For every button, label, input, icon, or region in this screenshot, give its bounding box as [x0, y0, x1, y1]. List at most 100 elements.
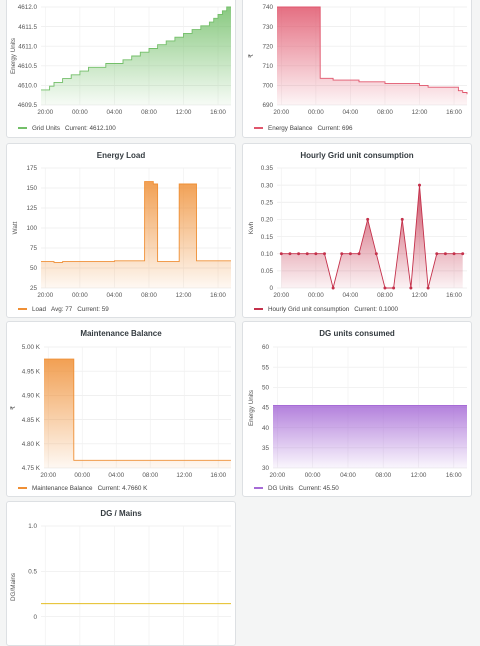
x-tick-label: 04:00 [107, 292, 123, 299]
y-tick-label: 0.25 [261, 199, 274, 206]
x-tick-label: 04:00 [343, 109, 359, 116]
x-tick-label: 04:00 [340, 472, 356, 479]
x-tick-label: 20:00 [37, 292, 53, 299]
y-tick-label: 0.30 [261, 182, 274, 189]
legend-current-label: Current: [298, 485, 322, 492]
x-tick-label: 00:00 [308, 292, 324, 299]
y-tick-label: 45 [262, 405, 270, 412]
legend-series-name: Energy Balance [268, 125, 313, 132]
series-line [281, 185, 463, 289]
data-point [366, 217, 370, 221]
y-tick-label: 740 [262, 4, 273, 11]
y-tick-label: 0.35 [261, 165, 274, 172]
y-tick-label: 0.10 [261, 251, 274, 258]
x-tick-label: 16:00 [446, 109, 462, 116]
x-tick-label: 04:00 [343, 292, 359, 299]
data-point [348, 252, 352, 256]
series-area [277, 7, 467, 105]
grid-units-legend[interactable]: Grid Units Current: 4612.100 [18, 125, 116, 132]
y-tick-label: 1.0 [28, 523, 37, 530]
energy-balance-chart: 690 700 710 720 730 740 20:00 00:00 04:00 08:00 12… [248, 4, 468, 116]
hourly-grid-consumption-chart: 0 0.05 0.10 0.15 0.20 0.25 0.30 0.35 20:00 00:00 0… [248, 165, 467, 299]
series-line [41, 6, 231, 91]
x-tick-label: 08:00 [141, 292, 157, 299]
y-tick-label: 60 [262, 344, 270, 351]
hourly-grid-consumption-panel: Hourly Grid unit consumption 0 0.05 0.10 0.… [242, 143, 472, 318]
hourly-grid-legend[interactable]: Hourly Grid unit consumption Current: 0.1… [254, 306, 398, 313]
data-point [426, 286, 430, 290]
data-point [279, 252, 283, 256]
x-tick-label: 16:00 [210, 292, 226, 299]
energy-balance-panel: 690 700 710 720 730 740 20:00 00:00 04:00 08:00 12… [242, 0, 472, 138]
panel-title[interactable]: DG / Mains [100, 509, 142, 518]
energy-load-legend[interactable]: Load Avg: 77 Current: 59 [18, 306, 109, 313]
y-tick-label: 700 [262, 83, 273, 90]
x-tick-label: 20:00 [40, 472, 56, 479]
x-tick-label: 12:00 [176, 109, 192, 116]
y-tick-label: 730 [262, 24, 273, 31]
x-tick-label: 08:00 [141, 109, 157, 116]
y-axis-label: Energy Units [10, 38, 17, 74]
x-tick-label: 00:00 [72, 109, 88, 116]
data-point [392, 286, 396, 290]
panel-title[interactable]: Energy Load [96, 151, 146, 160]
legend-avg-value: 77 [65, 306, 73, 313]
y-tick-label: 125 [26, 205, 37, 212]
y-tick-label: 35 [262, 445, 270, 452]
y-tick-label: 5.00 K [22, 344, 41, 351]
x-tick-label: 00:00 [74, 472, 90, 479]
x-tick-label: 16:00 [210, 109, 226, 116]
legend-series-name: Maintenance Balance [32, 485, 93, 492]
data-point [435, 252, 439, 256]
legend-swatch [18, 487, 27, 490]
y-tick-label: 4.75 K [22, 465, 41, 472]
panel-title[interactable]: Maintenance Balance [80, 329, 162, 338]
y-tick-label: 4.85 K [22, 417, 41, 424]
data-point [357, 252, 361, 256]
energy-balance-legend[interactable]: Energy Balance Current: 696 [254, 125, 352, 132]
x-tick-label: 16:00 [446, 292, 462, 299]
y-tick-label: 4.80 K [22, 441, 41, 448]
legend-swatch [254, 127, 263, 130]
data-point [323, 252, 326, 256]
dg-units-chart: 30 35 40 45 50 55 60 20:00 00:00 04:00 08:00 12:00 1… [248, 344, 467, 479]
y-tick-label: 40 [262, 425, 270, 432]
maintenance-balance-panel: Maintenance Balance 4.75 K 4.80 K 4.85 K 4.… [6, 321, 236, 497]
y-axis-label: ₹ [248, 54, 255, 58]
series-line [44, 358, 231, 461]
maintenance-balance-legend[interactable]: Maintenance Balance Current: 4.7660 K [18, 485, 147, 492]
legend-current-value: 45.50 [323, 485, 339, 492]
legend-current-label: Current: [77, 306, 101, 313]
y-tick-label: 0 [269, 285, 273, 292]
legend-avg-label: Avg: [51, 306, 64, 313]
x-tick-label: 20:00 [270, 472, 286, 479]
x-tick-label: 12:00 [412, 292, 428, 299]
grid-units-chart: 4609.5 4610.0 4610.5 4611.0 4611.5 4612.0 20:0… [10, 4, 231, 116]
data-point [314, 252, 318, 256]
y-tick-label: 50 [262, 385, 270, 392]
legend-series-name: DG Units [268, 485, 294, 492]
dg-units-panel: DG units consumed 30 35 40 45 50 55 60 20:00 00:… [242, 321, 472, 497]
y-tick-label: 55 [262, 364, 270, 371]
dg-units-legend[interactable]: DG Units Current: 45.50 [254, 485, 339, 492]
data-point [409, 286, 413, 290]
x-tick-label: 08:00 [142, 472, 158, 479]
y-tick-label: 150 [26, 185, 37, 192]
panel-title[interactable]: Hourly Grid unit consumption [300, 151, 414, 160]
legend-series-name: Load [32, 306, 47, 313]
y-tick-label: 0 [33, 614, 37, 621]
x-tick-label: 20:00 [37, 109, 53, 116]
data-point [288, 252, 292, 256]
y-tick-label: 100 [26, 225, 37, 232]
y-tick-label: 4.95 K [22, 368, 41, 375]
y-axis-label: Kwh [248, 221, 255, 234]
legend-current-value: 59 [101, 306, 109, 313]
x-tick-label: 04:00 [107, 109, 123, 116]
x-tick-label: 12:00 [176, 292, 192, 299]
x-tick-label: 12:00 [176, 472, 192, 479]
panel-title[interactable]: DG units consumed [319, 329, 395, 338]
y-tick-label: 75 [30, 245, 38, 252]
y-tick-label: 4611.5 [18, 24, 37, 31]
x-tick-label: 08:00 [375, 472, 391, 479]
data-point [340, 252, 344, 256]
